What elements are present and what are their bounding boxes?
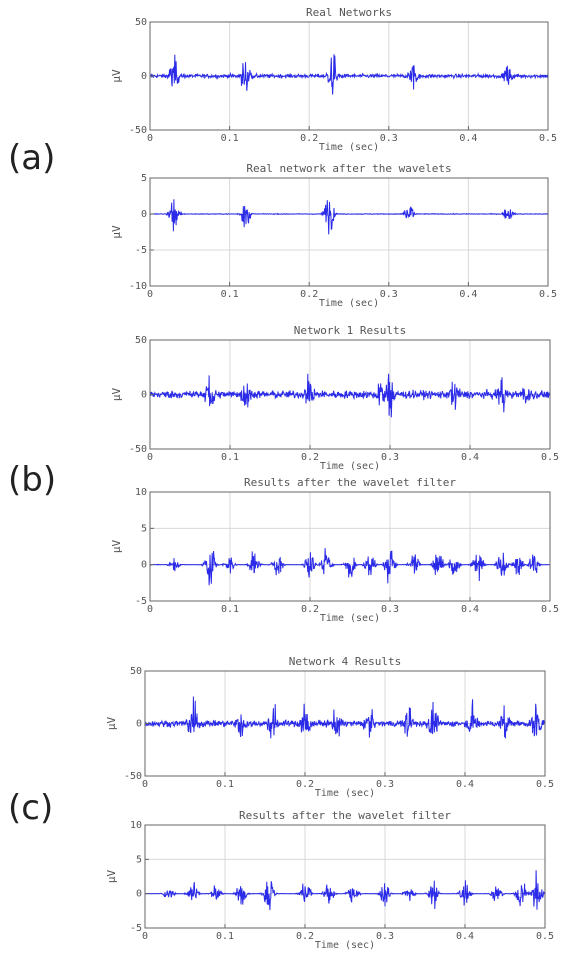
chart-title: Results after the wavelet filter [244,476,456,489]
x-tick-label: 0 [147,452,153,463]
x-tick-label: 0.4 [461,604,479,615]
x-tick-label: 0.3 [380,133,398,144]
chart-6: Results after the wavelet filter 0 0.1 0.2 0… [105,809,554,951]
x-tick-label: 0.4 [461,452,479,463]
y-axis-label: µV [105,870,118,884]
axes-frame [144,824,546,929]
x-tick-label: 0.2 [300,289,318,300]
panel-label-c: (c) [8,788,54,828]
chart-title: Network 4 Results [289,655,402,668]
x-tick-label: 0.3 [380,289,398,300]
signal-trace [144,696,546,739]
x-tick-label: 0.1 [221,604,239,615]
x-tick-label: 0 [142,779,148,790]
y-tick-label: 0 [141,560,147,571]
x-tick-label: 0.3 [381,604,399,615]
chart-title: Network 1 Results [294,324,407,337]
x-tick-label: 0.4 [456,931,474,942]
y-tick-label: 50 [130,666,142,677]
x-tick-label: 0 [147,133,153,144]
x-tick-label: 0.2 [296,931,314,942]
y-axis-label: µV [110,225,123,239]
x-tick-label: 0.5 [539,133,557,144]
x-tick-label: 0.1 [216,931,234,942]
axes-frame [149,491,551,602]
y-axis-label: µV [110,69,123,83]
x-tick-label: 0.1 [221,289,239,300]
y-tick-label: -50 [129,125,147,136]
x-tick-label: 0.2 [301,604,319,615]
y-tick-label: 0 [136,719,142,730]
axes-frame [149,177,549,287]
y-tick-label: 0 [141,390,147,401]
x-tick-label: 0.2 [300,133,318,144]
x-tick-label: 0.3 [381,452,399,463]
y-tick-label: 5 [136,854,142,865]
x-axis-label: Time (sec) [320,461,380,472]
x-tick-label: 0.4 [459,133,477,144]
y-tick-label: 0 [141,71,147,82]
y-tick-label: -50 [124,771,142,782]
y-tick-label: 10 [135,487,147,498]
y-tick-label: 0 [141,209,147,220]
chart-title: Real Networks [306,6,392,19]
signal-trace [144,870,546,911]
x-tick-label: 0.4 [456,779,474,790]
x-tick-label: 0 [142,931,148,942]
y-tick-label: 50 [135,335,147,346]
x-axis-label: Time (sec) [320,613,380,624]
x-tick-label: 0.3 [376,931,394,942]
y-tick-label: -10 [129,281,147,292]
signal-trace [149,54,549,95]
x-tick-label: 0.5 [536,931,554,942]
x-tick-label: 0.5 [539,289,557,300]
y-tick-label: 5 [141,173,147,184]
x-tick-label: 0.5 [541,604,559,615]
y-tick-label: -5 [130,923,142,934]
panel-label-a: (a) [8,138,56,178]
y-tick-label: 50 [135,17,147,28]
signal-trace [149,548,551,586]
x-tick-label: 0.2 [296,779,314,790]
y-tick-label: -5 [135,245,147,256]
x-axis-label: Time (sec) [315,940,375,951]
y-tick-label: -50 [129,444,147,455]
x-tick-label: 0 [147,289,153,300]
x-axis-label: Time (sec) [315,788,375,799]
x-tick-label: 0.1 [221,133,239,144]
y-tick-label: 5 [141,523,147,534]
signal-trace [149,373,551,418]
x-tick-label: 0.5 [541,452,559,463]
y-tick-label: -5 [135,596,147,607]
panel-label-b: (b) [8,460,57,500]
y-axis-label: µV [105,717,118,731]
signal-trace [149,199,549,235]
chart-title: Results after the wavelet filter [239,809,451,822]
x-tick-label: 0 [147,604,153,615]
y-tick-label: 10 [130,820,142,831]
x-axis-label: Time (sec) [319,142,379,153]
x-axis-label: Time (sec) [319,298,379,309]
y-tick-label: 0 [136,889,142,900]
x-tick-label: 0.2 [301,452,319,463]
y-axis-label: µV [110,388,123,402]
x-tick-label: 0.3 [376,779,394,790]
x-tick-label: 0.1 [216,779,234,790]
chart-4: Results after the wavelet filter 0 0.1 0.2 0… [110,476,559,624]
x-tick-label: 0.1 [221,452,239,463]
x-tick-label: 0.4 [459,289,477,300]
y-axis-label: µV [110,540,123,554]
chart-title: Real network after the wavelets [246,162,451,175]
x-tick-label: 0.5 [536,779,554,790]
chart-2: Real network after the wavelets 0 0.1 0.2 0.… [110,162,557,309]
